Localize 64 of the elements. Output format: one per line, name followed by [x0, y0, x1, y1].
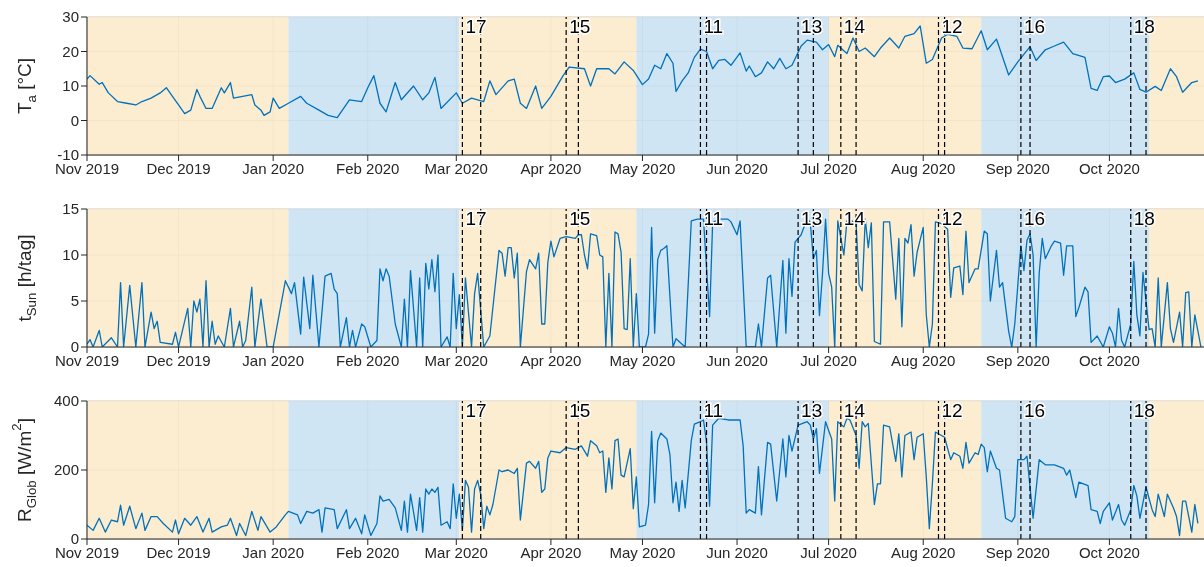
x-tick-label: Feb 2020 [336, 351, 400, 369]
y-tick-label: 20 [62, 42, 79, 60]
x-tick-label: Oct 2020 [1078, 351, 1140, 369]
x-tick-label: Dec 2019 [146, 351, 211, 369]
ref-line-label: 15 [569, 208, 591, 230]
ref-line-label: 14 [843, 16, 866, 38]
x-tick-label: Jun 2020 [706, 351, 768, 369]
y-tick-label: 10 [62, 246, 79, 264]
x-tick-label: Feb 2020 [336, 543, 400, 561]
x-tick-label: May 2020 [609, 351, 676, 369]
ref-line-label: 17 [465, 16, 487, 38]
y-tick-label: 200 [53, 461, 79, 479]
x-tick-label: Oct 2020 [1078, 543, 1140, 561]
ref-line-label: 15 [569, 400, 591, 422]
ref-line-label: 13 [801, 16, 823, 38]
ref-line-label: 16 [1023, 400, 1046, 422]
ref-line-label: 18 [1133, 16, 1155, 38]
x-tick-label: Apr 2020 [520, 159, 582, 177]
x-tick-label: Jul 2020 [800, 159, 857, 177]
y-tick-label: 0 [70, 111, 79, 129]
ref-line-label: 11 [703, 400, 724, 422]
x-tick-label: Jan 2020 [242, 543, 305, 561]
ref-line-label: 17 [465, 400, 487, 422]
x-tick-label: Mar 2020 [424, 159, 488, 177]
x-tick-label: Sep 2020 [985, 159, 1050, 177]
x-tick-label: Sep 2020 [985, 351, 1050, 369]
y-tick-label: 5 [70, 292, 79, 310]
x-tick-label: Jun 2020 [706, 159, 768, 177]
ref-line-label: 16 [1023, 208, 1046, 230]
y-tick-label: 30 [62, 8, 79, 26]
ref-line-label: 11 [703, 16, 724, 38]
x-tick-label: May 2020 [609, 159, 676, 177]
y-tick-label: 10 [62, 77, 79, 95]
x-tick-label: Feb 2020 [336, 159, 400, 177]
x-tick-label: Jul 2020 [800, 543, 857, 561]
x-tick-label: Aug 2020 [891, 543, 956, 561]
y-tick-label: 15 [62, 200, 79, 218]
x-tick-label: Oct 2020 [1078, 159, 1140, 177]
ref-line-label: 14 [843, 400, 866, 422]
x-tick-label: Apr 2020 [520, 543, 582, 561]
x-tick-label: Jun 2020 [706, 543, 768, 561]
y-tick-label: 400 [53, 392, 79, 410]
x-tick-label: Jul 2020 [800, 351, 857, 369]
x-tick-label: Sep 2020 [985, 543, 1050, 561]
x-tick-label: May 2020 [609, 543, 676, 561]
ref-line-label: 15 [569, 16, 591, 38]
line-series [87, 417, 1199, 537]
x-tick-label: Mar 2020 [424, 351, 488, 369]
ref-line-label: 12 [941, 16, 963, 38]
ref-line-label: 17 [465, 208, 487, 230]
x-tick-label: Aug 2020 [891, 351, 956, 369]
x-tick-label: Mar 2020 [424, 543, 488, 561]
x-tick-label: Aug 2020 [891, 159, 956, 177]
ref-line-label: 16 [1023, 16, 1046, 38]
x-tick-label: Apr 2020 [520, 351, 582, 369]
x-tick-label: Jan 2020 [242, 159, 305, 177]
x-tick-label: Jan 2020 [242, 351, 305, 369]
ref-line-label: 18 [1133, 400, 1155, 422]
ref-line-label: 12 [941, 400, 963, 422]
ref-line-label: 18 [1133, 208, 1155, 230]
ref-line-label: 13 [801, 400, 823, 422]
x-tick-label: Dec 2019 [146, 543, 211, 561]
x-tick-label: Dec 2019 [146, 159, 211, 177]
ref-line-label: 12 [941, 208, 963, 230]
